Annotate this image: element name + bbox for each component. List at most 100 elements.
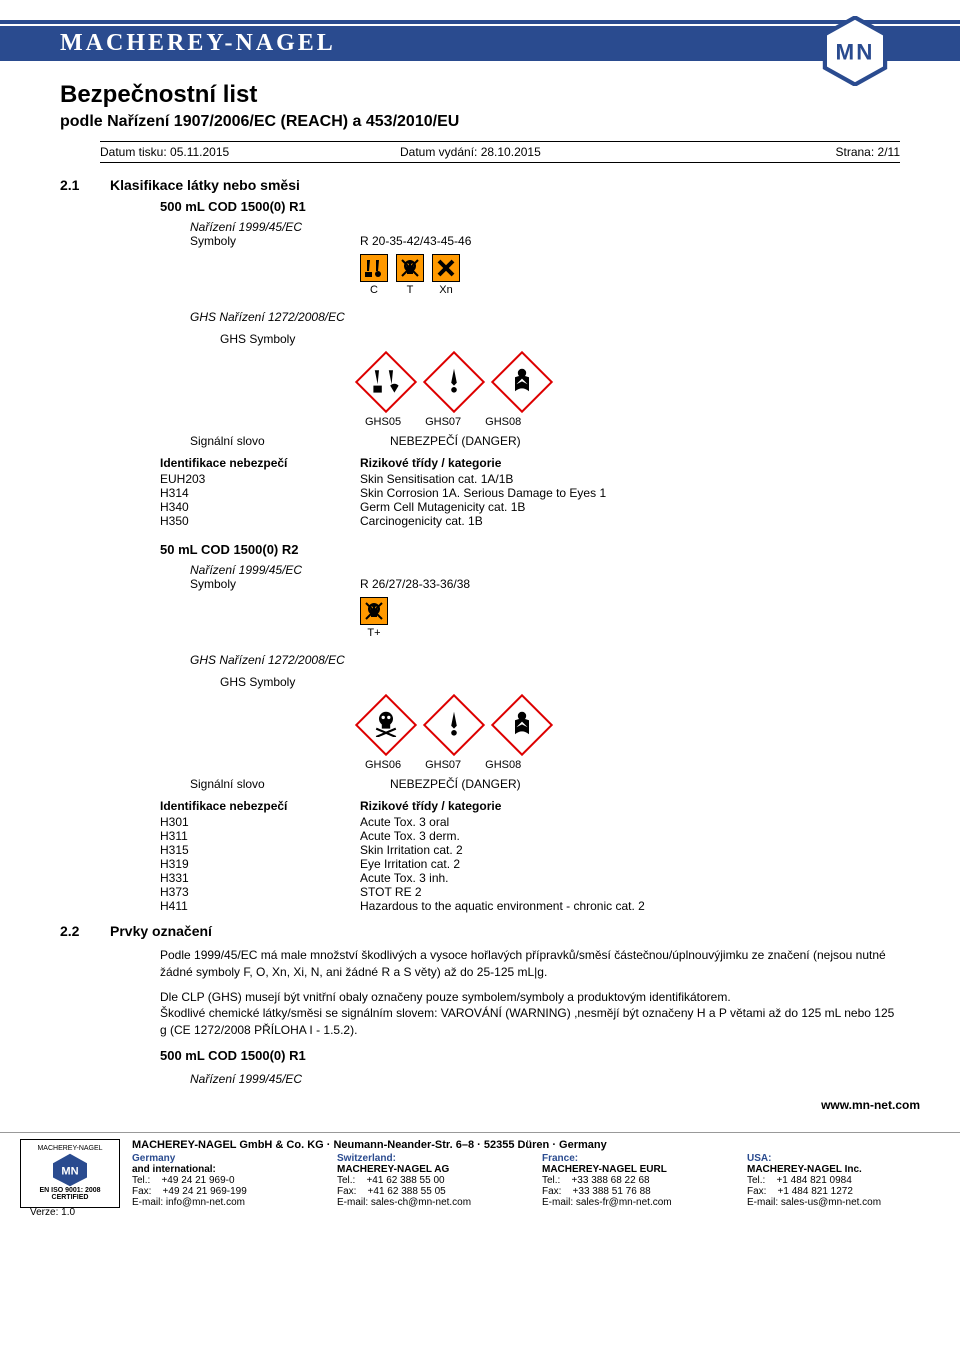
fax: Fax: +49 24 21 969-199 bbox=[132, 1186, 325, 1197]
hazard-code: T+ bbox=[367, 627, 380, 639]
company-name: MACHEREY-NAGEL bbox=[60, 30, 336, 57]
section-2-1: 2.1 Klasifikace látky nebo směsi bbox=[60, 177, 900, 193]
section-title: Klasifikace látky nebo směsi bbox=[110, 177, 300, 193]
hazard-code: H373 bbox=[160, 885, 360, 899]
email: E-mail: sales-us@mn-net.com bbox=[747, 1197, 940, 1208]
regulation-2-2: Nařízení 1999/45/EC bbox=[190, 1071, 900, 1088]
hazard-desc: Eye Irritation cat. 2 bbox=[360, 857, 900, 871]
section-2-2-body: Podle 1999/45/EC má male množství škodli… bbox=[160, 947, 900, 1088]
hazard-code: H301 bbox=[160, 815, 360, 829]
ghs-GHS08-icon bbox=[491, 694, 553, 756]
hazard-code: H411 bbox=[160, 899, 360, 913]
hazard-code: H331 bbox=[160, 871, 360, 885]
logo-hexagon: MN bbox=[820, 16, 890, 86]
footer-badge: MACHEREY-NAGEL MN EN ISO 9001: 2008 CERT… bbox=[20, 1139, 120, 1208]
email: E-mail: info@mn-net.com bbox=[132, 1197, 325, 1208]
hazard-desc: Acute Tox. 3 oral bbox=[360, 815, 900, 829]
hazard-code: H340 bbox=[160, 500, 360, 514]
hazard-desc: Hazardous to the aquatic environment - c… bbox=[360, 899, 900, 913]
main-content: Bezpečnostní list podle Nařízení 1907/20… bbox=[0, 61, 960, 1098]
product2-rphrase: R 26/27/28-33-36/38 bbox=[360, 577, 470, 591]
product2-signal-row: Signální slovo NEBEZPEČÍ (DANGER) bbox=[160, 777, 900, 791]
para2: Dle CLP (GHS) musejí být vnitřní obaly o… bbox=[160, 989, 900, 1039]
product1-ghs-pictograms bbox=[360, 352, 900, 412]
print-date: Datum tisku: 05.11.2015 bbox=[100, 145, 400, 159]
hazard-row: H331Acute Tox. 3 inh. bbox=[160, 871, 900, 885]
ghs-label: GHS07 bbox=[425, 416, 461, 428]
header-stripe bbox=[0, 20, 960, 24]
ghs-label: GHS07 bbox=[425, 759, 461, 771]
haz-header-right-2: Rizikové třídy / kategorie bbox=[360, 799, 900, 813]
hazard-code: H350 bbox=[160, 514, 360, 528]
ghs-GHS08-icon bbox=[491, 351, 553, 413]
issue-date: Datum vydání: 28.10.2015 bbox=[400, 145, 800, 159]
hazard-desc: Skin Irritation cat. 2 bbox=[360, 843, 900, 857]
tel: Tel.: +1 484 821 0984 bbox=[747, 1175, 940, 1186]
hazard-code: Xn bbox=[439, 284, 452, 296]
country: France: bbox=[542, 1153, 578, 1164]
ghs-label: GHS08 bbox=[485, 416, 521, 428]
doc-subtitle: podle Nařízení 1907/2006/EC (REACH) a 45… bbox=[60, 113, 900, 131]
section-num: 2.1 bbox=[60, 177, 110, 193]
ghs-GHS05-icon bbox=[355, 351, 417, 413]
footer-col: USA:MACHEREY-NAGEL Inc.Tel.: +1 484 821 … bbox=[747, 1153, 940, 1208]
tel: Tel.: +49 24 21 969-0 bbox=[132, 1175, 325, 1186]
hazard-code: EUH203 bbox=[160, 472, 360, 486]
header-band: MACHEREY-NAGEL MN bbox=[0, 26, 960, 61]
product1-regulation: Nařízení 1999/45/EC bbox=[190, 220, 900, 234]
company: MACHEREY-NAGEL AG bbox=[337, 1164, 530, 1175]
email: E-mail: sales-ch@mn-net.com bbox=[337, 1197, 530, 1208]
ghs-label: GHS08 bbox=[485, 759, 521, 771]
hazard-symbol-Xn: Xn bbox=[432, 254, 460, 296]
doc-title: Bezpečnostní list bbox=[60, 81, 900, 109]
signal-word-label-2: Signální slovo bbox=[190, 777, 390, 791]
hazard-symbol-C: C bbox=[360, 254, 388, 296]
country: Germany bbox=[132, 1153, 175, 1164]
country: Switzerland: bbox=[337, 1153, 396, 1164]
signal-word: NEBEZPEČÍ (DANGER) bbox=[390, 434, 900, 448]
version-label: Verze: 1.0 bbox=[30, 1207, 75, 1218]
company: MACHEREY-NAGEL EURL bbox=[542, 1164, 735, 1175]
section-num-2: 2.2 bbox=[60, 923, 110, 939]
ghs-GHS07-icon bbox=[423, 351, 485, 413]
hazard-desc: Skin Sensitisation cat. 1A/1B bbox=[360, 472, 900, 486]
country-extra: and international: bbox=[132, 1164, 325, 1175]
hazard-icon bbox=[360, 254, 388, 282]
product2-title: 50 mL COD 1500(0) R2 bbox=[160, 542, 900, 557]
ghs-GHS06-icon bbox=[355, 694, 417, 756]
product2-regulation: Nařízení 1999/45/EC bbox=[190, 563, 900, 577]
product2-old-symbols: T+ bbox=[360, 597, 900, 639]
page-label: Strana: 2/11 bbox=[800, 145, 900, 159]
tel: Tel.: +41 62 388 55 00 bbox=[337, 1175, 530, 1186]
signal-word-2: NEBEZPEČÍ (DANGER) bbox=[390, 777, 900, 791]
fax: Fax: +33 388 51 76 88 bbox=[542, 1186, 735, 1197]
hazard-code: H319 bbox=[160, 857, 360, 871]
ghs-label: GHS05 bbox=[365, 416, 401, 428]
hazard-desc: STOT RE 2 bbox=[360, 885, 900, 899]
product1-signal-row: Signální slovo NEBEZPEČÍ (DANGER) bbox=[160, 434, 900, 448]
haz-header-left: Identifikace nebezpečí bbox=[160, 456, 360, 470]
hazard-icon bbox=[396, 254, 424, 282]
hazard-icon bbox=[360, 597, 388, 625]
footer-col: Switzerland:MACHEREY-NAGEL AGTel.: +41 6… bbox=[337, 1153, 530, 1208]
ghs-GHS07-icon bbox=[423, 694, 485, 756]
footer-col: Germanyand international:Tel.: +49 24 21… bbox=[132, 1153, 325, 1208]
hazard-row: H314Skin Corrosion 1A. Serious Damage to… bbox=[160, 486, 900, 500]
hazard-row: H350Carcinogenicity cat. 1B bbox=[160, 514, 900, 528]
hazard-row: H340Germ Cell Mutagenicity cat. 1B bbox=[160, 500, 900, 514]
hazard-row: H301Acute Tox. 3 oral bbox=[160, 815, 900, 829]
footer-website: www.mn-net.com bbox=[0, 1098, 960, 1112]
footer-col: France:MACHEREY-NAGEL EURLTel.: +33 388 … bbox=[542, 1153, 735, 1208]
country: USA: bbox=[747, 1153, 771, 1164]
hazard-symbol-T+: T+ bbox=[360, 597, 388, 639]
fax: Fax: +1 484 821 1272 bbox=[747, 1186, 940, 1197]
hazard-desc: Acute Tox. 3 inh. bbox=[360, 871, 900, 885]
product1-old-symbols: CTXn bbox=[360, 254, 900, 296]
section-2-2: 2.2 Prvky označení bbox=[60, 923, 900, 939]
hazard-icon bbox=[432, 254, 460, 282]
fax: Fax: +41 62 388 55 05 bbox=[337, 1186, 530, 1197]
email: E-mail: sales-fr@mn-net.com bbox=[542, 1197, 735, 1208]
svg-text:MN: MN bbox=[61, 1165, 78, 1177]
hazard-code: H311 bbox=[160, 829, 360, 843]
footer-columns: Germanyand international:Tel.: +49 24 21… bbox=[132, 1153, 940, 1208]
